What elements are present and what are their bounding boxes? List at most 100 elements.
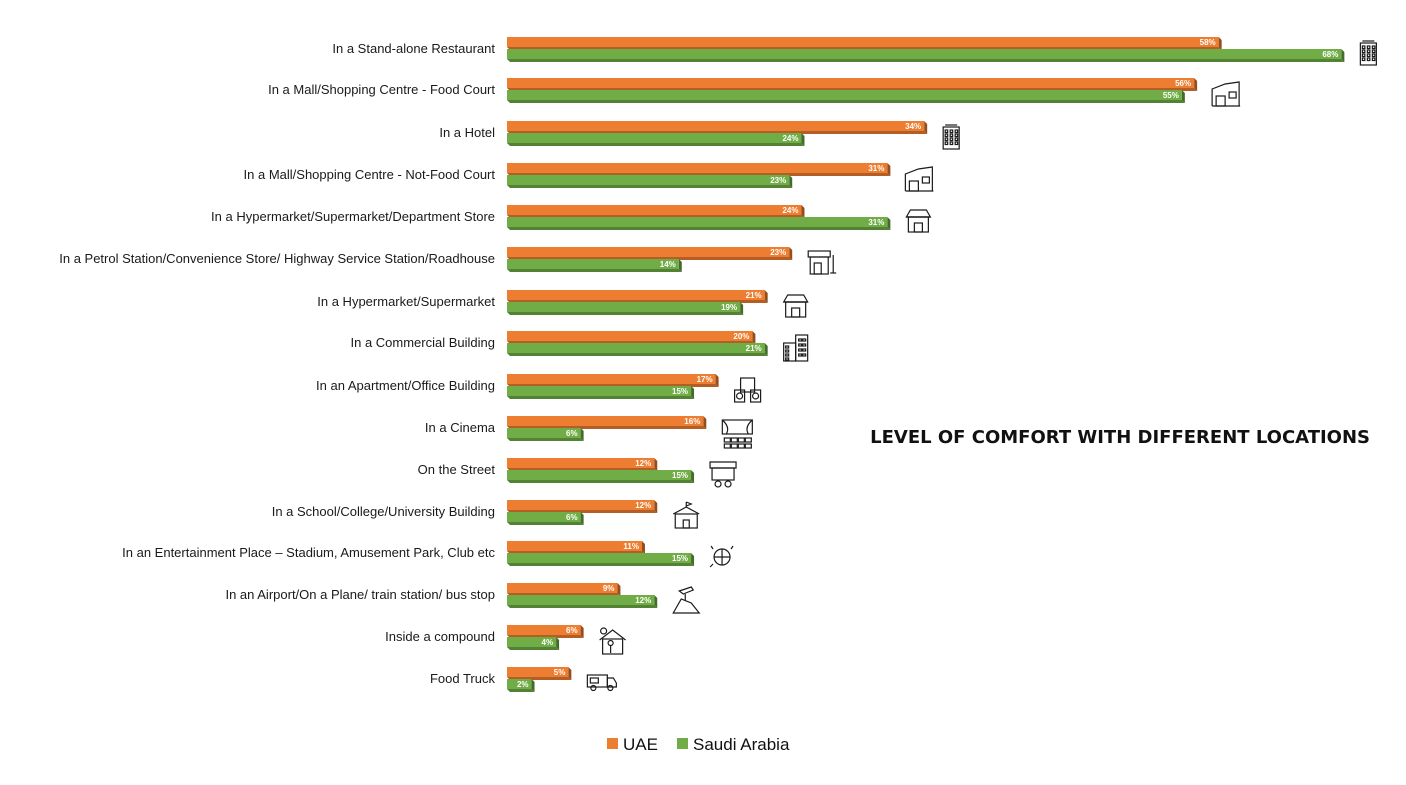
bar-saudi-arabia <box>507 386 692 396</box>
bar-uae <box>507 290 765 300</box>
mall-icon <box>1211 81 1241 107</box>
value-label-saudi-arabia: 31% <box>868 218 884 227</box>
value-label-saudi-arabia: 15% <box>672 471 688 480</box>
value-label-uae: 21% <box>746 291 762 300</box>
hotel-icon <box>942 124 960 150</box>
bar-side-saudi-arabia <box>740 302 744 315</box>
icons-layer <box>586 40 1377 692</box>
legend-swatch-saudi-arabia <box>677 738 688 749</box>
petrol-station-icon <box>807 250 837 275</box>
bar-side-saudi-arabia <box>1181 90 1185 103</box>
value-label-uae: 58% <box>1200 38 1216 47</box>
value-label-saudi-arabia: 6% <box>566 513 578 522</box>
category-label: In a Hotel <box>439 125 495 140</box>
value-label-saudi-arabia: 23% <box>770 176 786 185</box>
bar-side-saudi-arabia <box>531 679 535 692</box>
bar-bottom-saudi-arabia <box>507 480 695 483</box>
bar-side-uae <box>764 290 768 303</box>
airport-icon <box>672 586 701 614</box>
legend-swatch-uae <box>607 738 618 749</box>
bar-side-saudi-arabia <box>691 470 695 483</box>
value-label-saudi-arabia: 55% <box>1163 91 1179 100</box>
category-label: Inside a compound <box>385 629 495 644</box>
bar-side-saudi-arabia <box>1341 49 1345 62</box>
bar-bottom-saudi-arabia <box>507 312 744 315</box>
bar-side-uae <box>580 625 584 638</box>
bar-side-saudi-arabia <box>801 133 805 146</box>
bar-saudi-arabia <box>507 512 581 522</box>
bar-saudi-arabia <box>507 470 692 480</box>
value-label-saudi-arabia: 24% <box>782 134 798 143</box>
bar-uae <box>507 247 790 257</box>
bar-saudi-arabia <box>507 343 765 353</box>
category-label: Food Truck <box>430 671 496 686</box>
value-label-saudi-arabia: 6% <box>566 429 578 438</box>
bar-uae <box>507 541 642 551</box>
category-label: In an Entertainment Place – Stadium, Amu… <box>122 545 495 560</box>
bar-side-uae <box>924 121 928 134</box>
category-label: In a Cinema <box>425 420 496 435</box>
hotel-building-icon <box>1359 40 1377 66</box>
value-label-saudi-arabia: 4% <box>542 638 554 647</box>
bars-layer: In a Stand-alone Restaurant 58% 68% In a Ma… <box>59 37 1345 692</box>
value-label-uae: 34% <box>905 122 921 131</box>
value-label-saudi-arabia: 12% <box>635 596 651 605</box>
apartment-icon <box>733 377 762 403</box>
bar-uae <box>507 458 655 468</box>
bar-side-saudi-arabia <box>580 428 584 441</box>
value-label-saudi-arabia: 14% <box>660 260 676 269</box>
bar-bottom-saudi-arabia <box>507 689 535 692</box>
category-label: In a Mall/Shopping Centre - Food Court <box>268 82 495 97</box>
bar-side-saudi-arabia <box>691 386 695 399</box>
bar-side-uae <box>1218 37 1222 50</box>
house-icon <box>599 627 626 655</box>
bar-uae <box>507 331 753 341</box>
bar-bottom-saudi-arabia <box>507 227 891 230</box>
bar-side-uae <box>1194 78 1198 91</box>
bar-saudi-arabia <box>507 302 741 312</box>
bar-bottom-saudi-arabia <box>507 269 682 272</box>
value-label-saudi-arabia: 2% <box>517 680 529 689</box>
category-label: In a School/College/University Building <box>272 504 495 519</box>
category-label: In an Apartment/Office Building <box>316 378 495 393</box>
chart-title: LEVEL OF COMFORT WITH DIFFERENT LOCATION… <box>870 427 1370 448</box>
bar-saudi-arabia <box>507 595 655 605</box>
bar-bottom-saudi-arabia <box>507 605 658 608</box>
bar-side-uae <box>641 541 645 554</box>
category-label: In a Commercial Building <box>350 335 495 350</box>
value-label-saudi-arabia: 15% <box>672 554 688 563</box>
category-label: In a Stand-alone Restaurant <box>332 41 495 56</box>
bar-bottom-saudi-arabia <box>507 522 584 525</box>
store-icon <box>782 294 809 318</box>
legend: UAE Saudi Arabia <box>607 735 790 754</box>
bar-bottom-saudi-arabia <box>507 647 560 650</box>
bar-uae <box>507 163 888 173</box>
value-label-uae: 9% <box>603 584 615 593</box>
street-stall-icon <box>709 461 737 488</box>
category-label: In a Mall/Shopping Centre - Not-Food Cou… <box>244 167 496 182</box>
bar-bottom-saudi-arabia <box>507 59 1345 62</box>
bar-saudi-arabia <box>507 217 888 227</box>
value-label-saudi-arabia: 19% <box>721 303 737 312</box>
bar-saudi-arabia <box>507 428 581 438</box>
entertainment-icon <box>709 545 734 568</box>
bar-uae <box>507 121 925 131</box>
value-label-uae: 11% <box>623 542 639 551</box>
bar-saudi-arabia <box>507 679 532 689</box>
bar-saudi-arabia <box>507 49 1342 59</box>
category-label: On the Street <box>418 462 496 477</box>
bar-side-saudi-arabia <box>556 637 560 650</box>
legend-label-uae: UAE <box>623 735 658 754</box>
bar-saudi-arabia <box>507 90 1182 100</box>
school-icon <box>672 501 700 529</box>
bar-side-saudi-arabia <box>887 217 891 230</box>
bar-side-uae <box>801 205 805 218</box>
bar-side-saudi-arabia <box>678 259 682 272</box>
bar-uae <box>507 205 802 215</box>
bar-side-saudi-arabia <box>789 175 793 188</box>
category-label: In a Hypermarket/Supermarket/Department … <box>211 209 495 224</box>
bar-side-uae <box>617 583 621 596</box>
bar-side-uae <box>752 331 756 344</box>
bar-uae <box>507 416 704 426</box>
